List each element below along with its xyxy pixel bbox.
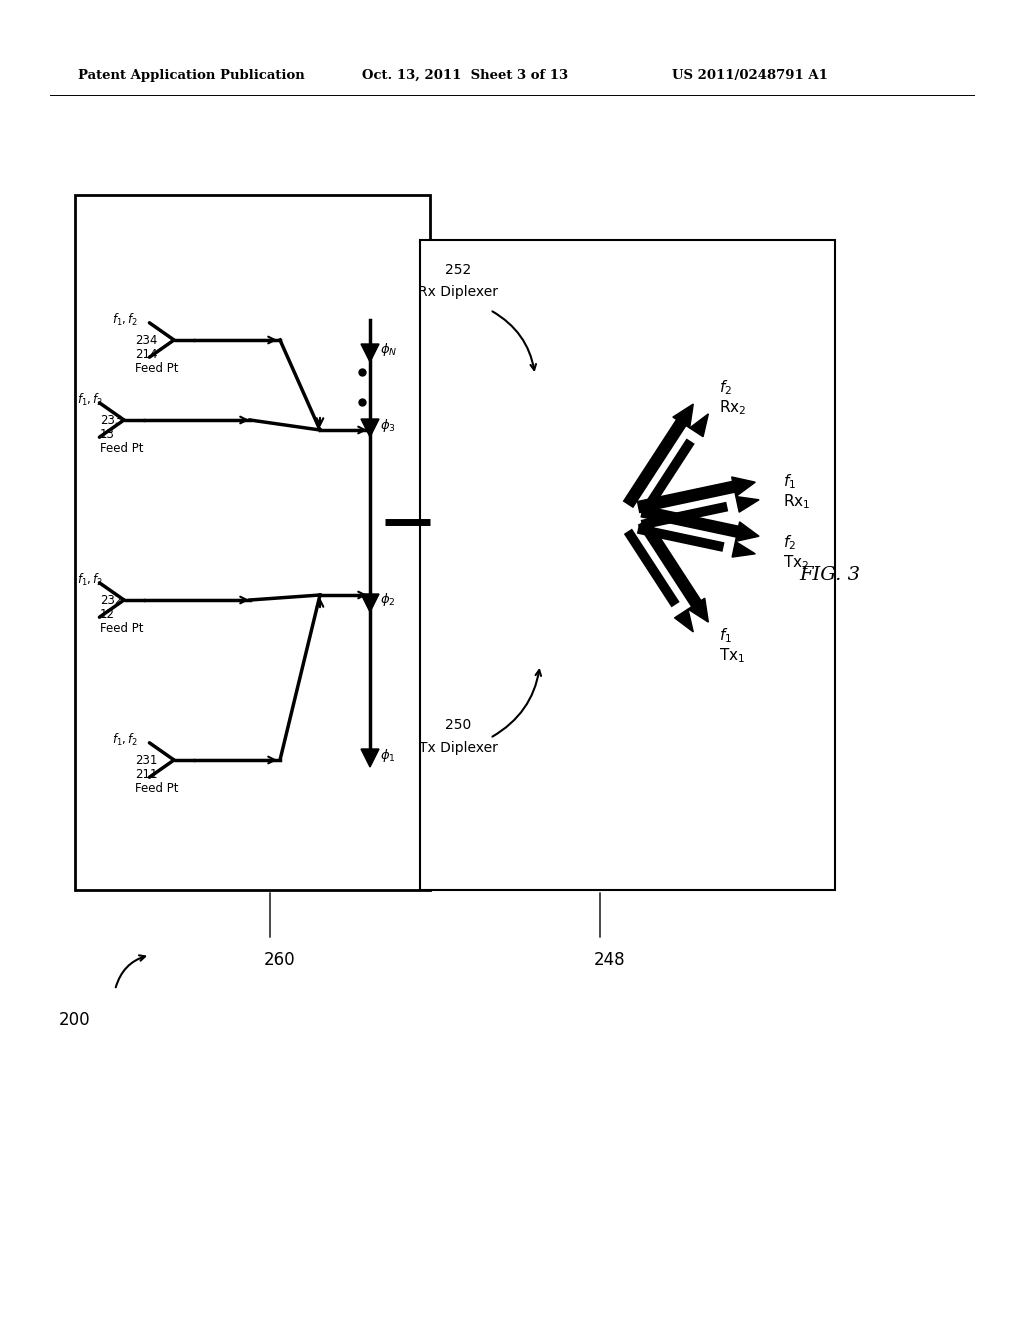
Polygon shape: [732, 541, 756, 557]
Text: Tx$_2$: Tx$_2$: [782, 553, 809, 572]
Text: Feed Pt: Feed Pt: [100, 622, 143, 635]
Text: $f_1$: $f_1$: [782, 471, 796, 491]
Polygon shape: [361, 594, 379, 612]
Polygon shape: [361, 345, 379, 362]
Polygon shape: [673, 404, 693, 428]
Text: $\phi_3$: $\phi_3$: [380, 417, 396, 433]
Polygon shape: [675, 609, 693, 632]
Polygon shape: [361, 748, 379, 767]
Text: $f_1, f_2$: $f_1, f_2$: [77, 572, 103, 587]
Text: 214: 214: [135, 347, 158, 360]
Text: $f_1$: $f_1$: [719, 627, 732, 645]
Text: $f_1, f_2$: $f_1, f_2$: [112, 312, 138, 329]
Text: 12: 12: [100, 607, 115, 620]
Text: 231: 231: [135, 754, 158, 767]
Text: 200: 200: [59, 1011, 91, 1030]
Text: US 2011/0248791 A1: US 2011/0248791 A1: [672, 69, 827, 82]
Text: Feed Pt: Feed Pt: [135, 781, 178, 795]
Polygon shape: [688, 598, 709, 622]
Text: FIG. 3: FIG. 3: [800, 566, 860, 583]
Bar: [75, 195, 430, 890]
Text: $\phi_2$: $\phi_2$: [380, 591, 395, 609]
Text: $f_1, f_2$: $f_1, f_2$: [77, 392, 103, 408]
Polygon shape: [689, 414, 709, 437]
Text: $\phi_N$: $\phi_N$: [380, 342, 397, 359]
Text: Patent Application Publication: Patent Application Publication: [78, 69, 305, 82]
Polygon shape: [361, 418, 379, 437]
Text: Tx$_1$: Tx$_1$: [719, 647, 744, 665]
Text: Rx$_2$: Rx$_2$: [719, 399, 746, 417]
Polygon shape: [732, 477, 756, 496]
Text: Feed Pt: Feed Pt: [100, 441, 143, 454]
Polygon shape: [736, 496, 759, 512]
Text: 252: 252: [444, 263, 471, 277]
Text: 248: 248: [594, 950, 626, 969]
Polygon shape: [735, 521, 759, 541]
Text: Tx Diplexer: Tx Diplexer: [419, 741, 498, 755]
Text: $\phi_1$: $\phi_1$: [380, 747, 395, 763]
Text: 250: 250: [444, 718, 471, 733]
Text: $f_1, f_2$: $f_1, f_2$: [112, 733, 138, 748]
Text: Rx Diplexer: Rx Diplexer: [418, 285, 498, 300]
Text: 234: 234: [135, 334, 158, 346]
Text: 211: 211: [135, 767, 158, 780]
Text: Oct. 13, 2011  Sheet 3 of 13: Oct. 13, 2011 Sheet 3 of 13: [362, 69, 568, 82]
Text: 232: 232: [100, 594, 123, 606]
Text: $f_2$: $f_2$: [719, 379, 731, 397]
Text: 233: 233: [100, 413, 122, 426]
Text: $f_2$: $f_2$: [782, 533, 796, 552]
Text: Rx$_1$: Rx$_1$: [782, 492, 810, 511]
Text: 260: 260: [264, 950, 296, 969]
Text: 13: 13: [100, 428, 115, 441]
Text: Feed Pt: Feed Pt: [135, 362, 178, 375]
Bar: [420, 240, 835, 890]
